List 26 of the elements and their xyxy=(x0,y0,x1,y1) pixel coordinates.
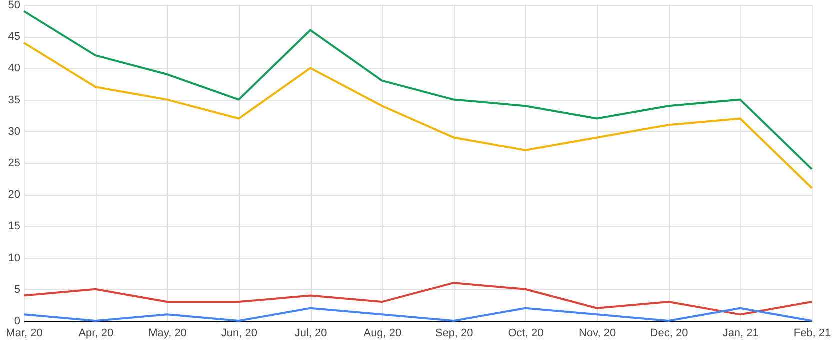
y-tick-label: 30 xyxy=(8,126,20,138)
x-tick-label: Jan, 21 xyxy=(722,328,759,340)
x-tick-label: Aug, 20 xyxy=(364,328,402,340)
x-tick-label: May, 20 xyxy=(148,328,187,340)
y-tick-label: 10 xyxy=(8,252,20,264)
y-tick-label: 50 xyxy=(8,0,20,12)
x-tick-label: Nov, 20 xyxy=(579,328,616,340)
y-tick-label: 35 xyxy=(8,94,20,106)
x-tick-label: Mar, 20 xyxy=(6,328,43,340)
line-series xyxy=(23,10,813,170)
x-tick-label: Jul, 20 xyxy=(294,328,328,340)
x-tick-label: Feb, 21 xyxy=(794,328,832,340)
x-tick-label: Apr, 20 xyxy=(78,328,114,340)
line-series xyxy=(23,282,813,316)
y-tick-label: 20 xyxy=(8,189,20,202)
x-tick-label: Sep, 20 xyxy=(435,328,474,340)
y-tick-label: 15 xyxy=(8,220,20,233)
y-tick-label: 5 xyxy=(14,284,20,296)
y-tick-label: 40 xyxy=(8,62,20,75)
y-tick-label: 25 xyxy=(8,158,20,170)
y-tick-label: 45 xyxy=(8,31,20,44)
x-tick-label: Dec, 20 xyxy=(650,328,688,340)
line-series xyxy=(23,42,813,190)
y-tick-label: 0 xyxy=(14,316,20,328)
x-tick-label: Jun, 20 xyxy=(221,328,258,340)
x-tick-label: Oct, 20 xyxy=(508,328,544,340)
